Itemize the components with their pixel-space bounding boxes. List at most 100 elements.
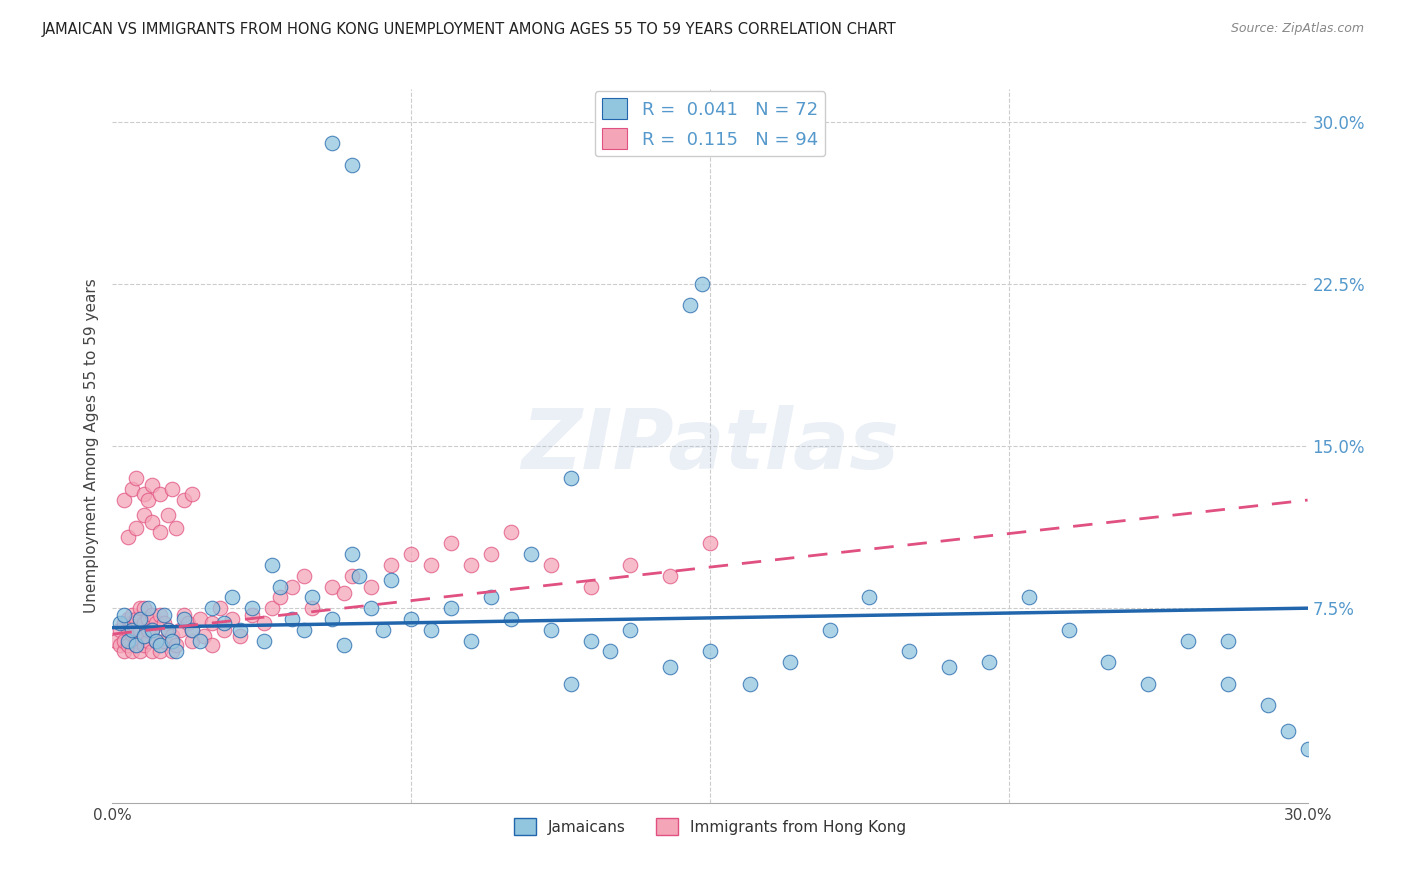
Point — [1177, 633, 1199, 648]
Point — [121, 616, 143, 631]
Point — [699, 644, 721, 658]
Point — [599, 644, 621, 658]
Point — [229, 629, 252, 643]
Point — [201, 638, 224, 652]
Point — [560, 677, 582, 691]
Point — [177, 616, 200, 631]
Point — [253, 633, 276, 648]
Point — [138, 601, 160, 615]
Point — [340, 547, 363, 561]
Point — [321, 136, 343, 151]
Point — [149, 607, 172, 622]
Point — [114, 607, 135, 622]
Point — [1097, 655, 1119, 669]
Point — [1257, 698, 1279, 713]
Point — [560, 471, 582, 485]
Point — [153, 633, 176, 648]
Point — [157, 508, 180, 523]
Point — [121, 627, 143, 641]
Point — [138, 633, 160, 648]
Point — [281, 612, 304, 626]
Point — [240, 601, 263, 615]
Point — [129, 612, 152, 626]
Point — [125, 638, 148, 652]
Point — [269, 591, 291, 605]
Point — [380, 573, 402, 587]
Text: JAMAICAN VS IMMIGRANTS FROM HONG KONG UNEMPLOYMENT AMONG AGES 55 TO 59 YEARS COR: JAMAICAN VS IMMIGRANTS FROM HONG KONG UN… — [42, 22, 897, 37]
Y-axis label: Unemployment Among Ages 55 to 59 years: Unemployment Among Ages 55 to 59 years — [83, 278, 98, 614]
Point — [619, 558, 641, 572]
Point — [105, 633, 128, 648]
Point — [360, 580, 382, 594]
Point — [1137, 677, 1160, 691]
Point — [818, 623, 841, 637]
Point — [188, 633, 211, 648]
Point — [301, 591, 323, 605]
Point — [340, 568, 363, 582]
Point — [145, 633, 167, 648]
Point — [134, 616, 156, 631]
Point — [1018, 591, 1040, 605]
Point — [292, 568, 315, 582]
Point — [141, 644, 163, 658]
Point — [201, 601, 224, 615]
Point — [121, 644, 143, 658]
Point — [141, 623, 163, 637]
Point — [145, 616, 167, 631]
Point — [1296, 741, 1319, 756]
Point — [181, 486, 204, 500]
Point — [440, 536, 463, 550]
Point — [173, 493, 195, 508]
Point — [193, 629, 215, 643]
Point — [858, 591, 880, 605]
Point — [114, 493, 135, 508]
Point — [360, 601, 382, 615]
Point — [138, 623, 160, 637]
Point — [260, 558, 283, 572]
Point — [121, 623, 143, 637]
Point — [141, 623, 163, 637]
Point — [1277, 724, 1299, 739]
Point — [117, 530, 139, 544]
Point — [479, 591, 502, 605]
Point — [114, 644, 135, 658]
Point — [201, 616, 224, 631]
Point — [690, 277, 713, 291]
Point — [125, 471, 148, 485]
Point — [188, 612, 211, 626]
Point — [269, 580, 291, 594]
Point — [129, 644, 152, 658]
Point — [173, 607, 195, 622]
Point — [110, 616, 132, 631]
Point — [165, 644, 187, 658]
Point — [145, 633, 167, 648]
Point — [165, 638, 187, 652]
Point — [149, 525, 172, 540]
Point — [540, 623, 562, 637]
Point — [125, 638, 148, 652]
Point — [401, 612, 423, 626]
Point — [659, 568, 682, 582]
Point — [540, 558, 562, 572]
Point — [117, 612, 139, 626]
Point — [121, 607, 143, 622]
Point — [240, 607, 263, 622]
Point — [157, 623, 180, 637]
Point — [373, 623, 395, 637]
Point — [619, 623, 641, 637]
Point — [162, 644, 183, 658]
Point — [173, 612, 195, 626]
Point — [460, 633, 482, 648]
Point — [520, 547, 543, 561]
Point — [579, 580, 602, 594]
Text: ZIPatlas: ZIPatlas — [522, 406, 898, 486]
Point — [169, 623, 191, 637]
Point — [321, 580, 343, 594]
Point — [898, 644, 921, 658]
Point — [401, 547, 423, 561]
Point — [440, 601, 463, 615]
Point — [117, 623, 139, 637]
Point — [181, 623, 204, 637]
Point — [229, 623, 252, 637]
Point — [125, 633, 148, 648]
